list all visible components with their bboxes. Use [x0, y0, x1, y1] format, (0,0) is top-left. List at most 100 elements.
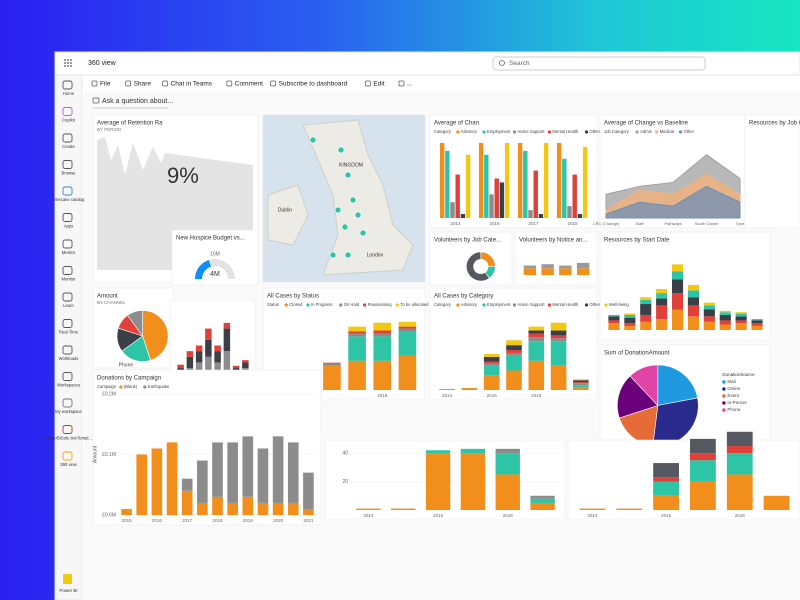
bar-segment	[690, 438, 716, 454]
nav-icon[interactable]	[62, 213, 73, 222]
nav-label[interactable]: 360 view	[60, 462, 78, 467]
bar-segment	[439, 389, 455, 390]
nav-label[interactable]: Copilot	[62, 118, 76, 123]
bar-segment	[573, 382, 589, 384]
toolbar-item[interactable]: ...	[407, 81, 413, 88]
nav-icon[interactable]	[62, 266, 73, 275]
bar-segment	[483, 375, 500, 390]
nav-icon[interactable]	[62, 186, 73, 196]
bar-segment	[425, 450, 451, 454]
tile-title: All Cases by Status	[267, 294, 319, 300]
bar	[556, 142, 562, 218]
x-tick-label: 2018	[503, 513, 514, 518]
nav-label[interactable]: Apps	[64, 224, 74, 229]
map-marker	[309, 136, 317, 144]
nav-label[interactable]: Learn	[63, 303, 74, 308]
nav-icon[interactable]	[62, 239, 73, 249]
bar-segment	[121, 508, 132, 515]
search-box[interactable]	[492, 56, 706, 71]
y-axis-title: Amount	[92, 445, 98, 463]
map-marker	[329, 251, 337, 259]
bar	[523, 150, 528, 218]
x-tick-label: Staff	[635, 221, 644, 226]
nav-icon[interactable]	[62, 319, 73, 328]
nav-label[interactable]: Real-Time	[59, 330, 79, 335]
nav-icon[interactable]	[62, 425, 73, 434]
bar-segment	[703, 309, 715, 317]
toolbar-item[interactable]: Comment	[235, 81, 263, 88]
bar-segment	[719, 324, 731, 330]
nav-icon[interactable]	[62, 160, 73, 169]
bar-segment	[530, 495, 555, 499]
ask-icon	[92, 97, 100, 104]
toolbar-item[interactable]: File	[100, 81, 111, 88]
bar-segment	[656, 289, 668, 294]
bar-segment	[197, 460, 208, 503]
bar-segment	[287, 442, 299, 503]
y-tick-label: £0.0M	[102, 512, 116, 518]
nav-footer: Power BI	[59, 588, 77, 593]
bar-segment	[550, 330, 567, 336]
gauge-value	[195, 259, 211, 279]
nav-icon[interactable]	[62, 372, 73, 381]
bar-segment	[719, 312, 731, 315]
bar-segment	[205, 328, 212, 340]
nav-icon[interactable]	[62, 398, 73, 408]
tile	[567, 439, 800, 521]
nav-icon[interactable]	[62, 107, 73, 116]
nav-icon[interactable]	[62, 133, 73, 143]
bar-segment	[559, 265, 572, 269]
bar-segment	[506, 340, 522, 346]
toolbar-icon	[162, 80, 168, 87]
ask-question[interactable]: Ask a question about...	[102, 98, 173, 105]
legend-swatch	[584, 303, 589, 307]
view-name[interactable]: 360 view	[88, 60, 117, 67]
nav-label[interactable]: Browse	[62, 171, 77, 176]
bar	[484, 154, 489, 218]
nav-icon[interactable]	[62, 80, 73, 90]
legend-entry: Closed	[289, 302, 303, 307]
nav-label[interactable]: Home	[63, 91, 75, 96]
legend-swatch	[547, 303, 552, 307]
bar-segment	[656, 305, 668, 320]
bar-segment	[751, 325, 763, 330]
toolbar-item[interactable]: Subscribe to dashboard	[279, 81, 348, 88]
nav-label[interactable]: Workspaces	[57, 383, 80, 388]
x-tick-label: 2016	[152, 518, 163, 523]
nav-label[interactable]: Monitor	[62, 277, 77, 282]
bar-segment	[751, 319, 763, 321]
y-tick-label: 40	[342, 450, 348, 456]
nav-icon[interactable]	[62, 292, 73, 302]
bar-segment	[640, 299, 652, 305]
nav-icon[interactable]	[62, 345, 73, 355]
bar-segment	[573, 380, 589, 383]
bar-segment	[257, 502, 269, 515]
nav-label[interactable]: Metrics	[62, 250, 76, 255]
legend-entry: Medical	[660, 129, 674, 134]
bar-segment	[550, 365, 567, 390]
nav-label[interactable]: OneLake catalog	[53, 197, 85, 202]
legend-swatch	[635, 130, 639, 134]
app-launcher[interactable]	[64, 59, 72, 67]
toolbar-item[interactable]: Share	[134, 81, 152, 88]
tile	[514, 231, 598, 286]
bar-segment	[703, 321, 715, 330]
y-tick-label: £0.2M	[102, 391, 116, 397]
nav-label[interactable]: PowerBISolu tionTempl...	[45, 436, 92, 441]
nav-label[interactable]: Workloads	[59, 356, 79, 361]
toolbar-item[interactable]: Chat in Teams	[171, 81, 213, 88]
nav-label[interactable]: My workspace	[55, 409, 82, 414]
bar-segment	[303, 508, 314, 515]
bar-segment	[653, 463, 679, 478]
nav-label[interactable]: Create	[62, 144, 75, 149]
tile	[171, 229, 259, 286]
bar-segment	[398, 321, 417, 327]
bar-segment	[287, 502, 299, 515]
nav-icon[interactable]	[62, 451, 73, 461]
bar	[478, 142, 484, 218]
bar-segment	[483, 353, 500, 357]
toolbar-item[interactable]: Edit	[373, 81, 384, 88]
bar-segment	[640, 304, 652, 315]
tile-title: Resources by Start Date	[604, 238, 670, 244]
x-tick-label: 2014	[363, 513, 374, 518]
